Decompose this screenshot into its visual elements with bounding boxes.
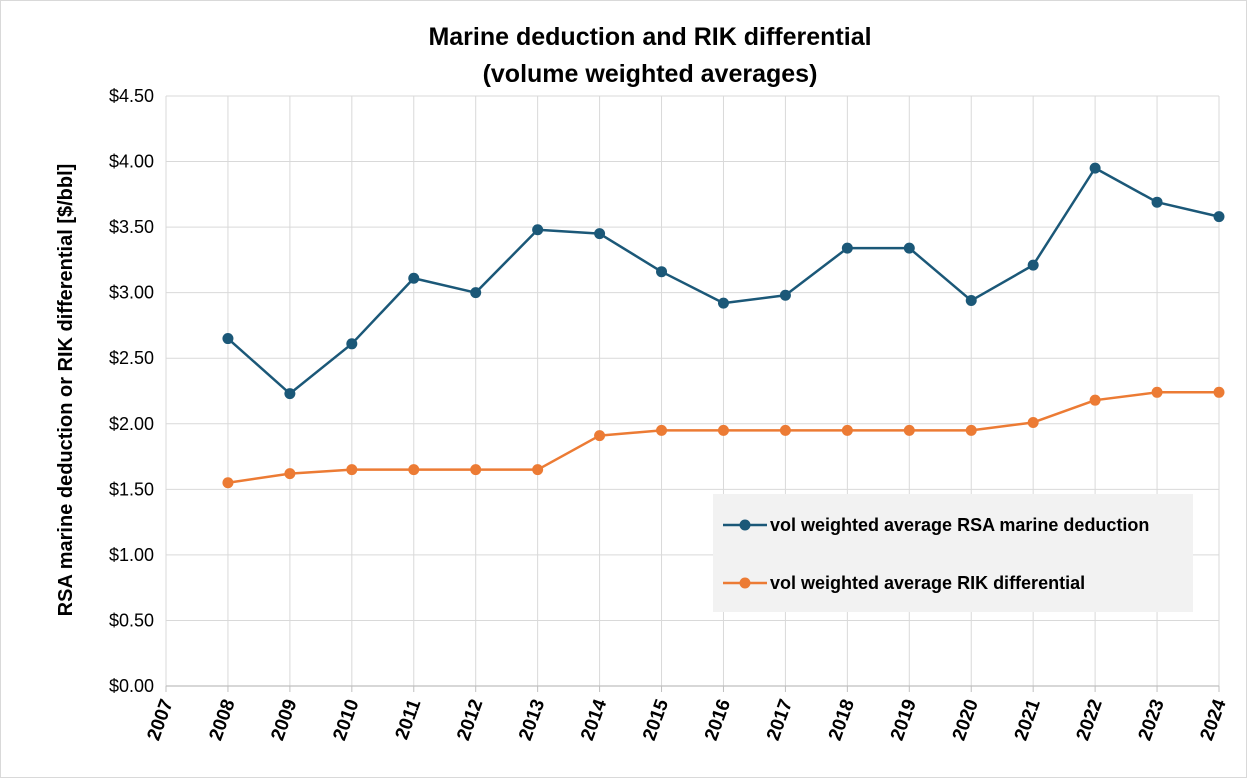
data-point-series-1 — [470, 287, 482, 299]
y-tick-label: $2.50 — [109, 348, 154, 368]
data-point-series-1 — [1213, 211, 1225, 223]
y-tick-labels: $0.00 $0.50 $1.00 $1.50 $2.00 $2.50 $3.00 $3.50… — [109, 86, 154, 696]
data-point-series-1 — [408, 272, 420, 284]
legend-label-1: vol weighted average RSA marine deductio… — [770, 515, 1149, 535]
data-point-series-2 — [965, 424, 977, 436]
data-point-series-1 — [841, 242, 853, 254]
data-point-series-1 — [779, 289, 791, 301]
data-point-series-2 — [903, 424, 915, 436]
data-point-series-2 — [1089, 394, 1101, 406]
y-tick-label: $4.00 — [109, 152, 154, 172]
data-point-series-2 — [779, 424, 791, 436]
data-point-series-2 — [841, 424, 853, 436]
legend-marker-2 — [739, 577, 751, 589]
data-point-series-2 — [470, 464, 482, 476]
data-point-series-1 — [532, 224, 544, 236]
y-tick-label: $0.50 — [109, 610, 154, 630]
legend-label-2: vol weighted average RIK differential — [770, 573, 1085, 593]
data-point-series-1 — [656, 266, 668, 278]
legend-background — [713, 494, 1193, 612]
data-point-series-1 — [346, 338, 358, 350]
data-point-series-1 — [594, 228, 606, 240]
data-point-series-2 — [1151, 386, 1163, 398]
y-tick-label: $3.00 — [109, 283, 154, 303]
y-tick-label: $3.50 — [109, 217, 154, 237]
data-point-series-1 — [717, 297, 729, 309]
data-point-series-2 — [656, 424, 668, 436]
data-point-series-2 — [532, 464, 544, 476]
data-point-series-1 — [222, 333, 234, 345]
data-point-series-1 — [1151, 196, 1163, 208]
legend-marker-1 — [739, 519, 751, 531]
chart-title-line-1: Marine deduction and RIK differential — [428, 23, 871, 51]
data-point-series-2 — [408, 464, 420, 476]
legend: vol weighted average RSA marine deductio… — [713, 494, 1193, 612]
data-point-series-1 — [965, 295, 977, 307]
data-point-series-1 — [284, 388, 296, 400]
data-point-series-2 — [594, 430, 606, 442]
series-group — [222, 162, 1225, 489]
data-point-series-1 — [1089, 162, 1101, 174]
data-point-series-2 — [1027, 416, 1039, 428]
axes — [165, 685, 1220, 692]
y-tick-label: $1.50 — [109, 479, 154, 499]
y-axis-label: RSA marine deduction or RIK differential… — [55, 164, 77, 617]
y-tick-label: $0.00 — [109, 676, 154, 696]
data-point-series-2 — [284, 468, 296, 480]
chart-title-line-2: (volume weighted averages) — [483, 60, 818, 88]
y-tick-label: $1.00 — [109, 545, 154, 565]
y-tick-label: $2.00 — [109, 414, 154, 434]
data-point-series-2 — [346, 464, 358, 476]
y-tick-label: $4.50 — [109, 86, 154, 106]
data-point-series-1 — [903, 242, 915, 254]
data-point-series-1 — [1027, 259, 1039, 271]
data-point-series-2 — [717, 424, 729, 436]
data-point-series-2 — [1213, 386, 1225, 398]
data-point-series-2 — [222, 477, 234, 489]
